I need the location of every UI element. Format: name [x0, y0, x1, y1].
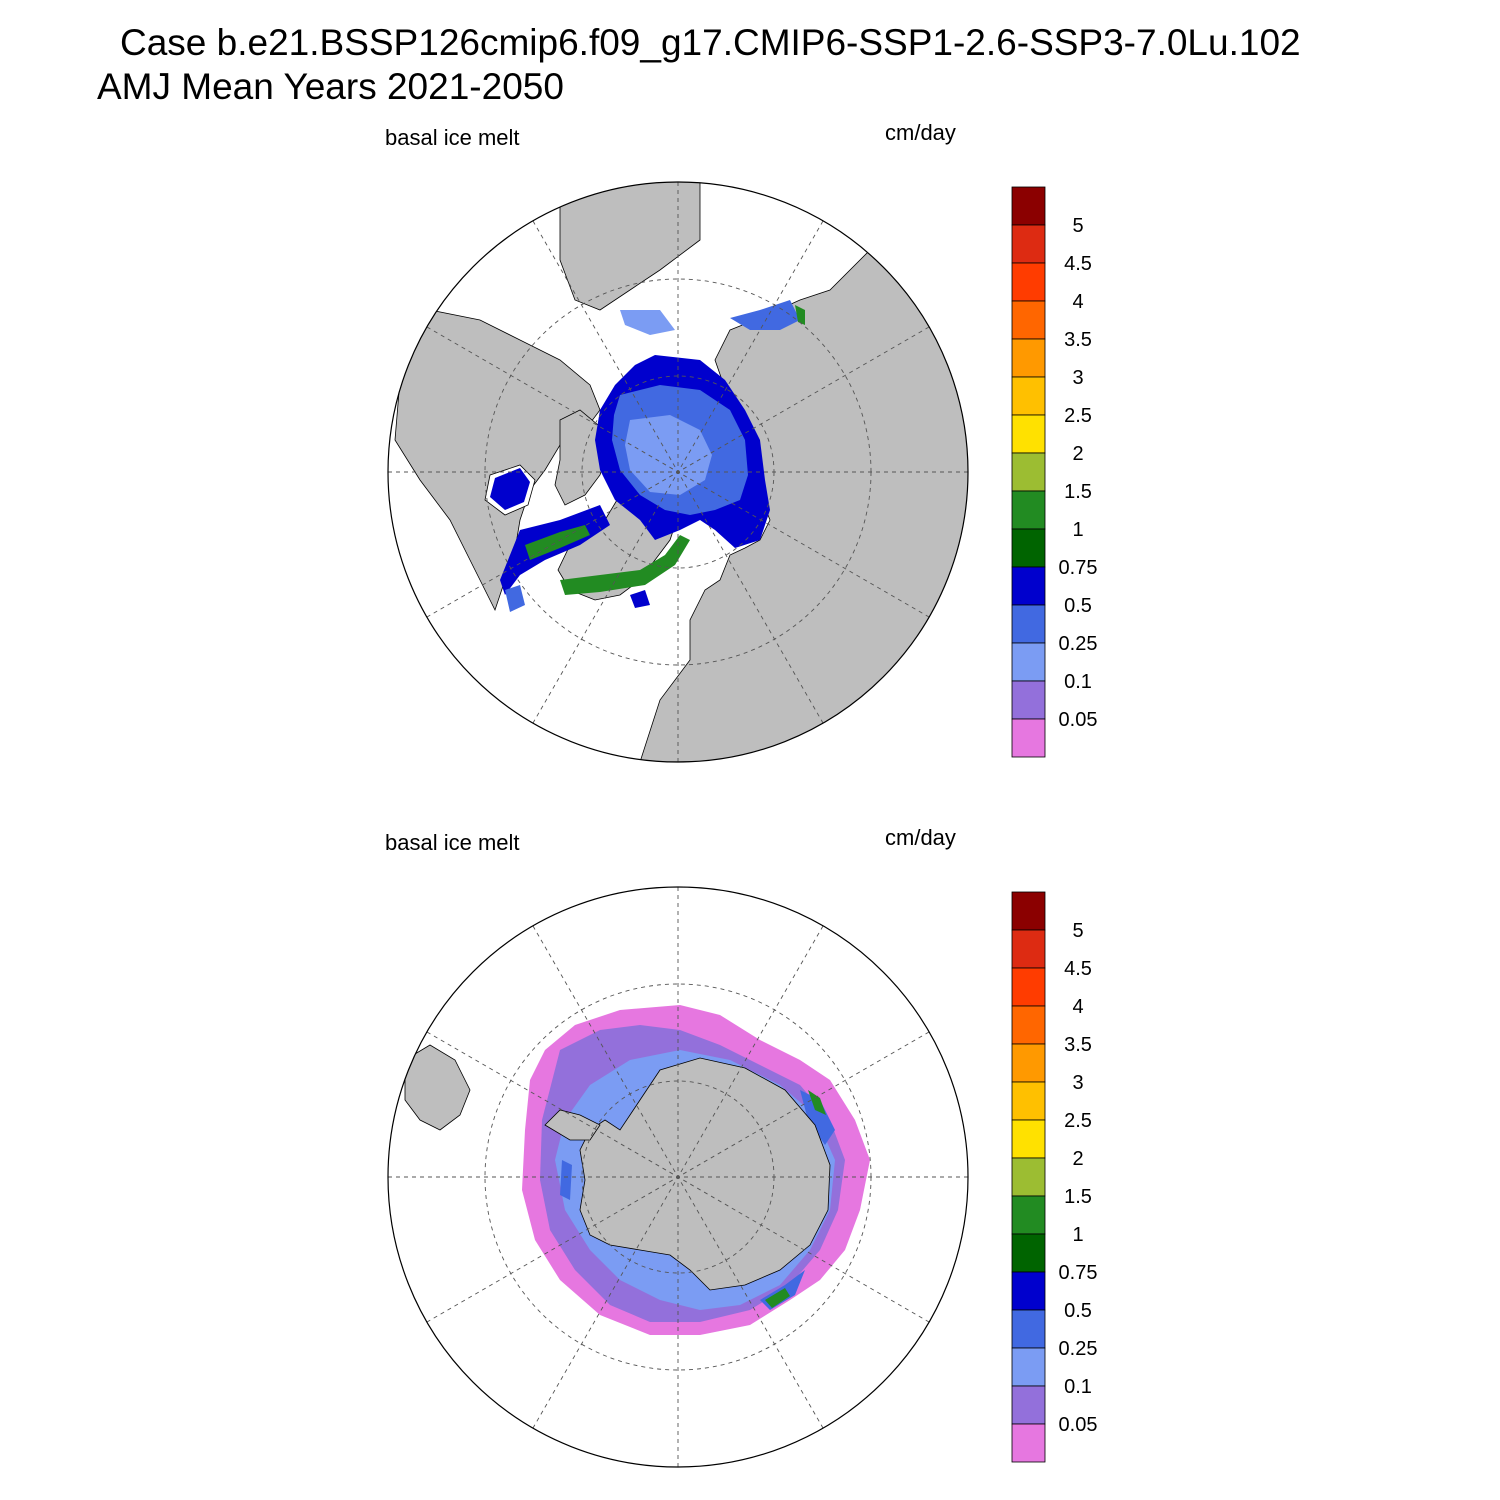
north-melt-hudson	[490, 468, 530, 510]
south-colorbar-tick-label: 2	[1072, 1148, 1083, 1170]
south-colorbar-tick-label: 0.25	[1059, 1338, 1098, 1360]
south-colorbar-box	[1011, 1347, 1046, 1387]
north-colorbar-tick-label: 0.25	[1059, 633, 1098, 655]
north-colorbar-box	[1011, 490, 1046, 530]
north-colorbar-box	[1011, 376, 1046, 416]
north-colorbar-box	[1011, 642, 1046, 682]
south-colorbar-tick-label: 4	[1072, 996, 1083, 1018]
south-polar-map	[387, 886, 969, 1468]
north-colorbar-tick-label: 3	[1072, 367, 1083, 389]
south-colorbar-tick-label: 0.5	[1064, 1300, 1092, 1322]
south-map-border	[387, 886, 969, 1468]
south-colorbar-box	[1011, 1005, 1046, 1045]
north-units-label: cm/day	[885, 120, 956, 145]
north-colorbar-tick-label: 1	[1072, 519, 1083, 541]
south-colorbar: 5 4.5 4 3.5 3 2.5 2 1.5 1 0.75 0.5 0.25 0.1 0.05	[1011, 891, 1098, 1463]
south-graticule	[388, 887, 968, 1467]
north-polar-map	[387, 181, 969, 763]
north-map-border	[387, 181, 969, 763]
land-alaska-top	[559, 182, 701, 311]
north-colorbar-tick-label: 5	[1072, 215, 1083, 237]
south-colorbar-box	[1011, 1271, 1046, 1311]
land-canadian-archipelago	[554, 409, 609, 506]
south-colorbar-box	[1011, 1233, 1046, 1273]
south-colorbar-box	[1011, 1119, 1046, 1159]
north-colorbar-tick-label: 4	[1072, 291, 1083, 313]
south-colorbar-tick-label: 3	[1072, 1072, 1083, 1094]
south-colorbar-box	[1011, 1385, 1046, 1425]
south-colorbar-box	[1011, 891, 1046, 931]
land-south-america	[404, 1044, 471, 1131]
south-colorbar-tick-label: 5	[1072, 920, 1083, 942]
south-variable-label: basal ice melt	[385, 830, 520, 855]
north-colorbar-box	[1011, 224, 1046, 264]
north-colorbar-tick-label: 2.5	[1064, 405, 1092, 427]
north-colorbar-tick-label: 2	[1072, 443, 1083, 465]
north-colorbar-box	[1011, 680, 1046, 720]
north-colorbar-tick-label: 0.75	[1059, 557, 1098, 579]
north-colorbar-tick-label: 4.5	[1064, 253, 1092, 275]
south-colorbar-tick-label: 4.5	[1064, 958, 1092, 980]
north-colorbar-box	[1011, 452, 1046, 492]
north-colorbar-box	[1011, 300, 1046, 340]
south-colorbar-box	[1011, 1423, 1046, 1463]
north-colorbar-box	[1011, 262, 1046, 302]
south-colorbar-box	[1011, 967, 1046, 1007]
north-colorbar-tick-label: 0.05	[1059, 709, 1098, 731]
north-melt-0.1	[625, 415, 712, 495]
south-colorbar-tick-label: 0.75	[1059, 1262, 1098, 1284]
north-colorbar-box	[1011, 186, 1046, 226]
figure-title-period: AMJ Mean Years 2021-2050	[97, 66, 564, 107]
north-variable-label: basal ice melt	[385, 125, 520, 150]
north-colorbar-box	[1011, 414, 1046, 454]
north-colorbar: 5 4.5 4 3.5 3 2.5 2 1.5 1 0.75 0.5 0.25 0.1 0.05	[1011, 186, 1098, 758]
south-colorbar-tick-label: 0.05	[1059, 1414, 1098, 1436]
north-colorbar-tick-label: 3.5	[1064, 329, 1092, 351]
south-colorbar-box	[1011, 929, 1046, 969]
south-colorbar-tick-label: 3.5	[1064, 1034, 1092, 1056]
south-colorbar-tick-label: 1	[1072, 1224, 1083, 1246]
land-north-america	[394, 309, 601, 612]
north-colorbar-tick-label: 0.1	[1064, 671, 1092, 693]
south-colorbar-box	[1011, 1157, 1046, 1197]
south-colorbar-tick-label: 0.1	[1064, 1376, 1092, 1398]
north-graticule	[388, 182, 968, 762]
north-colorbar-tick-label: 1.5	[1064, 481, 1092, 503]
north-colorbar-box	[1011, 338, 1046, 378]
south-colorbar-box	[1011, 1081, 1046, 1121]
north-colorbar-tick-label: 0.5	[1064, 595, 1092, 617]
south-colorbar-box	[1011, 1043, 1046, 1083]
south-colorbar-box	[1011, 1195, 1046, 1235]
north-colorbar-box	[1011, 718, 1046, 758]
north-colorbar-box	[1011, 566, 1046, 606]
north-colorbar-box	[1011, 528, 1046, 568]
south-colorbar-tick-label: 1.5	[1064, 1186, 1092, 1208]
south-colorbar-tick-label: 2.5	[1064, 1110, 1092, 1132]
south-colorbar-box	[1011, 1309, 1046, 1349]
north-colorbar-box	[1011, 604, 1046, 644]
south-units-label: cm/day	[885, 825, 956, 850]
figure-title-case: Case b.e21.BSSP126cmip6.f09_g17.CMIP6-SS…	[120, 22, 1301, 63]
land-antarctic-peninsula	[544, 1109, 601, 1141]
